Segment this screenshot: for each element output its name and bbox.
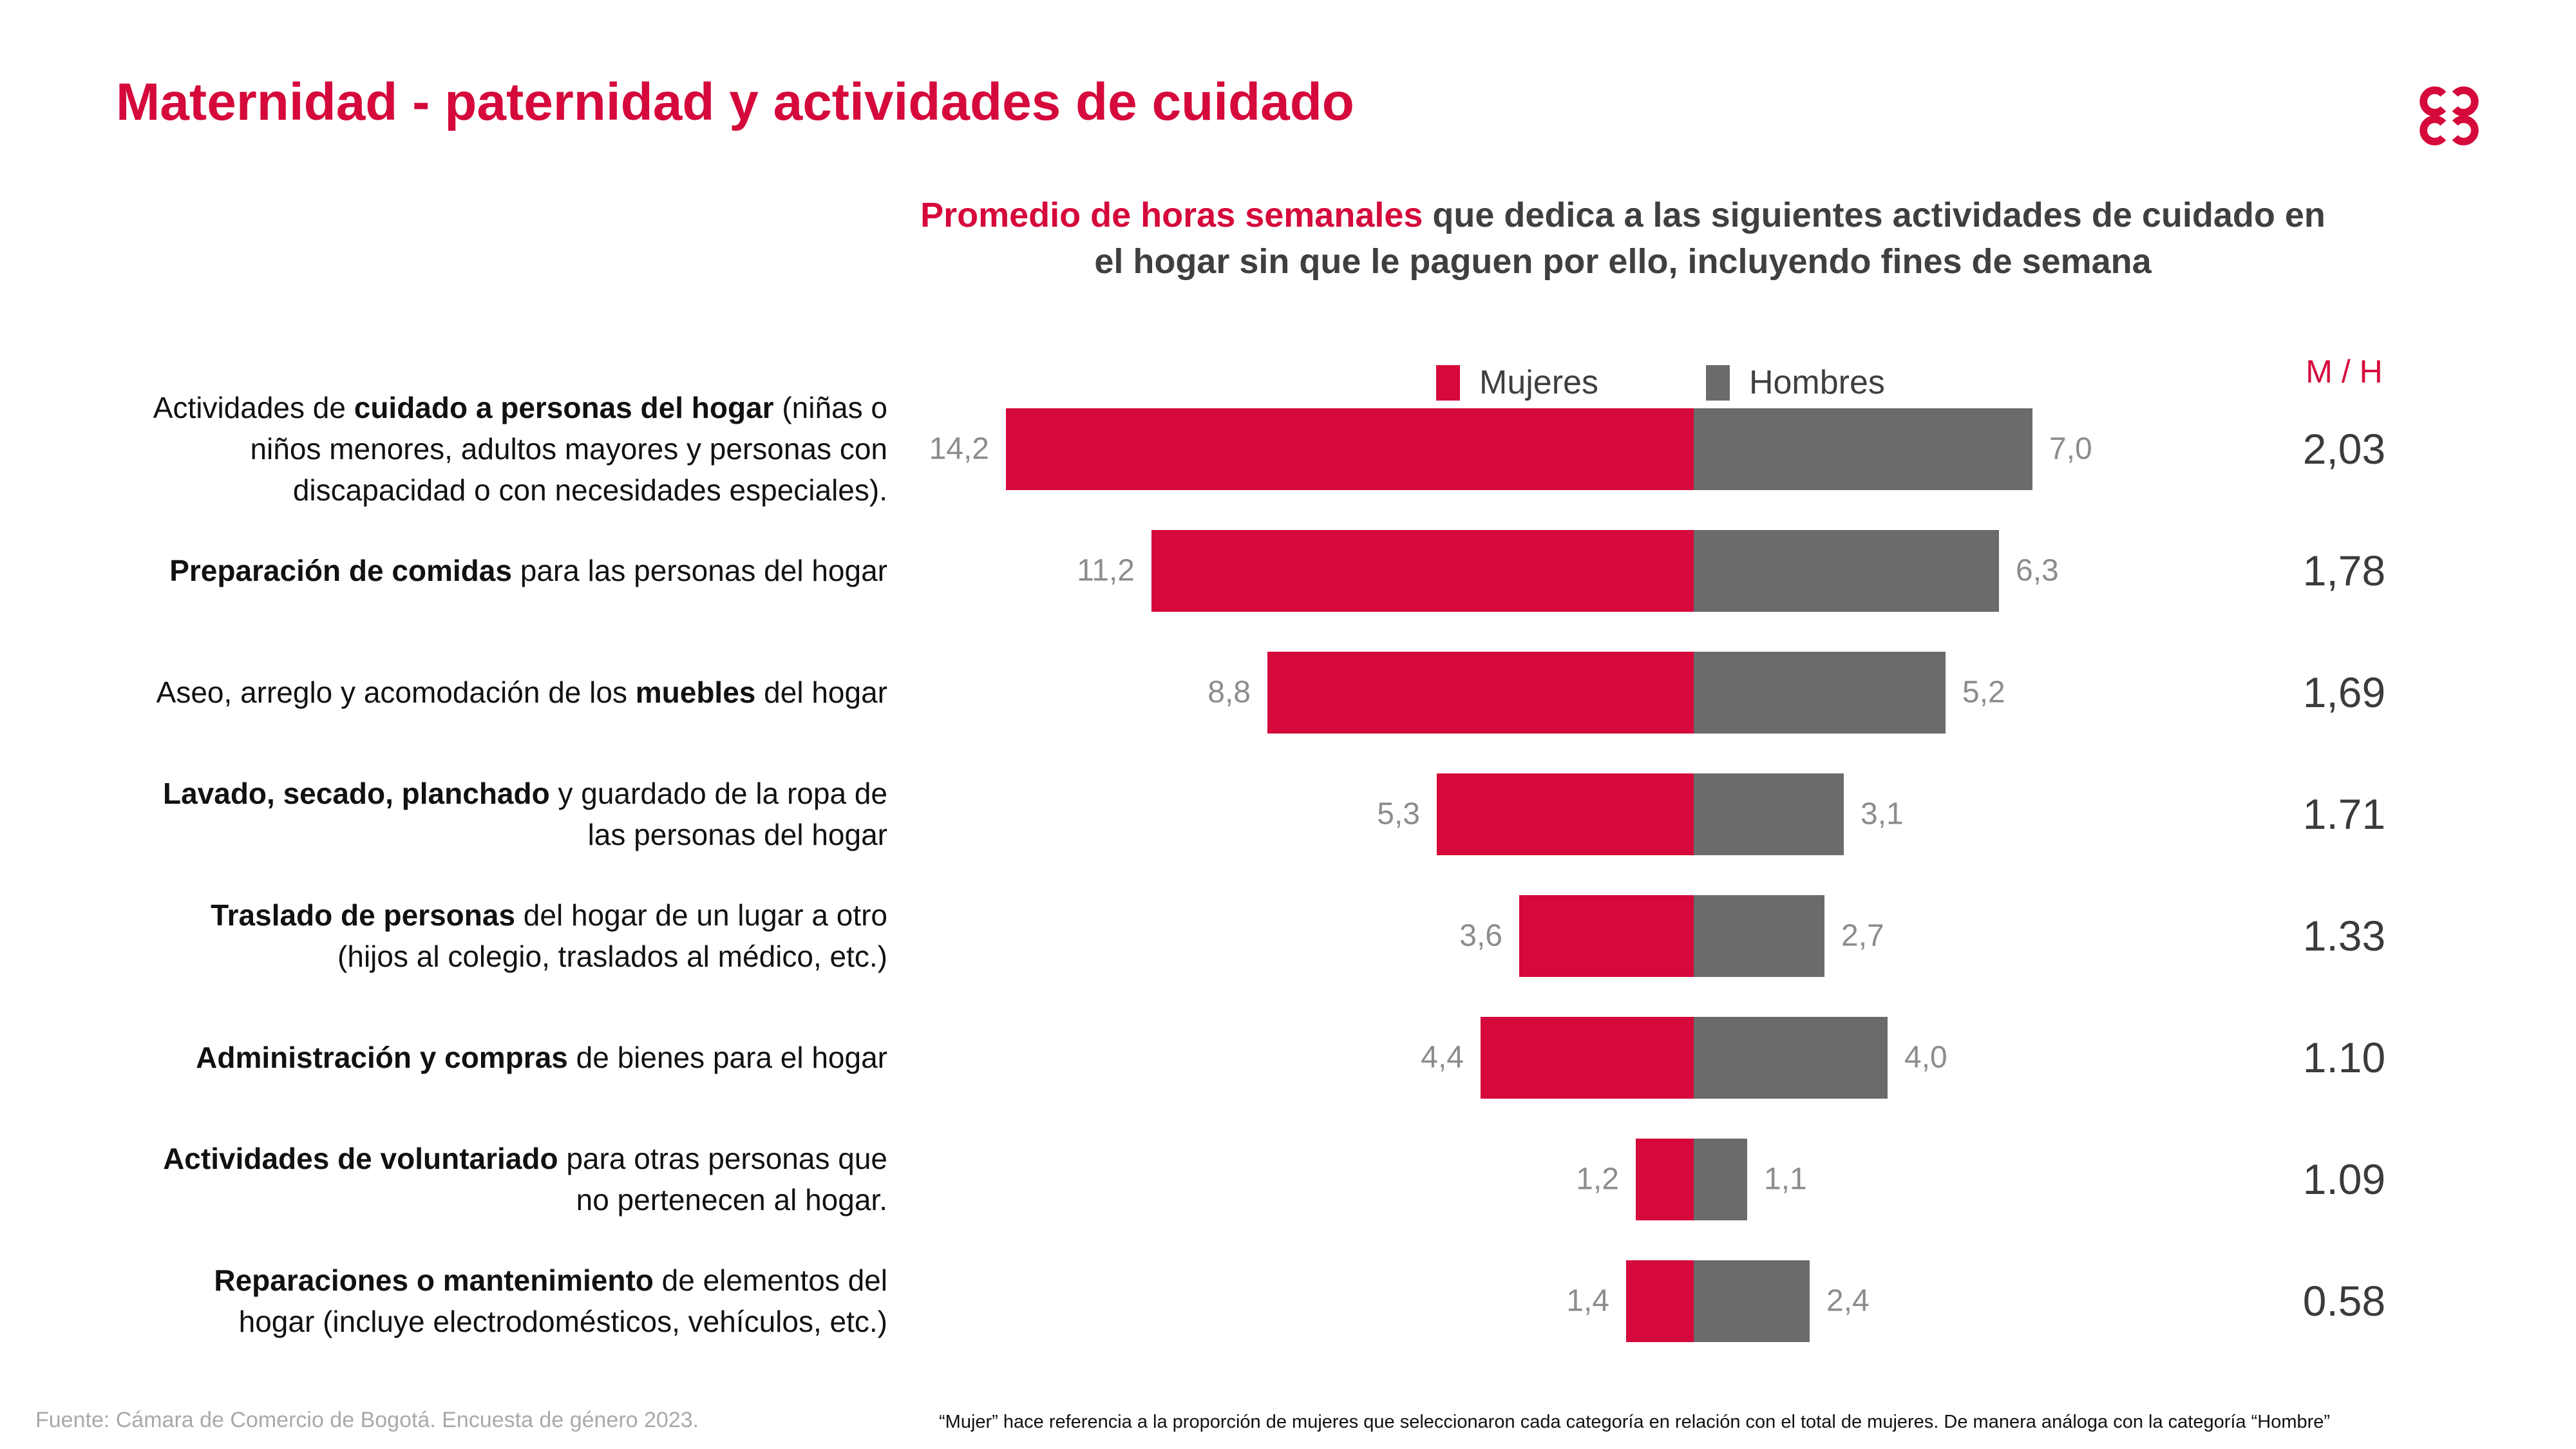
chart-row: Preparación de comidas para las personas…: [0, 529, 2576, 612]
subtitle-line-1: Promedio de horas semanales que dedica a…: [696, 192, 2550, 238]
mujeres-bar: [1519, 895, 1694, 977]
ratio-column-header: M / H: [2306, 354, 2383, 390]
subtitle-line-2: el hogar sin que le paguen por ello, inc…: [1094, 242, 2152, 281]
ratio-value: 1.71: [2302, 790, 2386, 838]
mujeres-legend-label: Mujeres: [1479, 364, 1598, 401]
definition-note: “Mujer” hace referencia a la proporción …: [939, 1412, 2331, 1432]
chart-row: Actividades de voluntariado para otras p…: [0, 1138, 2576, 1220]
hombres-bar: [1694, 1138, 1747, 1220]
category-label: Administración y compras de bienes para …: [196, 1041, 887, 1074]
category-label: Actividades de cuidado a personas del ho…: [153, 391, 887, 507]
chart-row: Lavado, secado, planchado y guardado de …: [0, 773, 2576, 855]
mujeres-value: 3,6: [1459, 918, 1502, 953]
mujeres-value: 8,8: [1208, 675, 1251, 710]
hombres-bar: [1694, 773, 1844, 855]
hombres-value: 6,3: [2016, 553, 2059, 588]
mujeres-value: 4,4: [1421, 1040, 1464, 1075]
mujeres-bar: [1481, 1016, 1694, 1099]
mujeres-legend-marker: [1436, 365, 1460, 401]
category-label: Lavado, secado, planchado y guardado de …: [162, 777, 887, 851]
chart-row: Aseo, arreglo y acomodación de los muebl…: [0, 651, 2576, 734]
hombres-value: 1,1: [1764, 1162, 1807, 1197]
ratio-value: 1,69: [2302, 668, 2386, 716]
hombres-bar: [1694, 408, 2032, 490]
hombres-legend-marker: [1705, 365, 1730, 401]
ratio-value: 0.58: [2302, 1277, 2386, 1325]
mujeres-value: 1,2: [1576, 1162, 1619, 1197]
chart-row: Administración y compras de bienes para …: [0, 1016, 2576, 1099]
hombres-value: 4,0: [1904, 1040, 1947, 1075]
mujeres-bar: [1437, 773, 1694, 855]
hombres-value: 2,4: [1826, 1283, 1870, 1318]
ccb-logo-svg: [2420, 86, 2479, 146]
mujeres-value: 11,2: [1077, 553, 1135, 588]
ratio-value: 1.33: [2302, 912, 2386, 960]
mujeres-value: 5,3: [1377, 797, 1420, 831]
ratio-value: 2,03: [2302, 425, 2386, 473]
chart-legend: Mujeres Hombres: [1436, 364, 1885, 401]
ratio-value: 1,78: [2302, 547, 2386, 594]
mujeres-bar: [1636, 1138, 1694, 1220]
chart-row: Actividades de cuidado a personas del ho…: [0, 391, 2576, 507]
mujeres-bar: [1006, 408, 1694, 490]
page-title: Maternidad - paternidad y actividades de…: [116, 73, 1354, 131]
hombres-legend-label: Hombres: [1748, 364, 1885, 401]
chart-subtitle: Promedio de horas semanales que dedica a…: [696, 192, 2550, 285]
ccb-logo-icon: [2419, 86, 2479, 146]
hombres-bar: [1694, 651, 1946, 734]
subtitle-rest: que dedica a las siguientes actividades …: [1423, 196, 2325, 234]
chart-row: Reparaciones o mantenimiento de elemento…: [0, 1260, 2576, 1342]
source-note: Fuente: Cámara de Comercio de Bogotá. En…: [35, 1408, 699, 1432]
hombres-bar: [1694, 895, 1824, 977]
hombres-bar: [1694, 1260, 1810, 1342]
hombres-value: 3,1: [1861, 797, 1904, 831]
hombres-value: 5,2: [1962, 675, 2005, 710]
mujeres-bar: [1267, 651, 1694, 734]
hombres-value: 2,7: [1841, 918, 1884, 953]
hombres-bar: [1694, 1016, 1888, 1099]
category-label: Preparación de comidas para las personas…: [169, 554, 887, 587]
hombres-value: 7,0: [2049, 431, 2092, 466]
ratio-value: 1.09: [2302, 1155, 2386, 1203]
hombres-bar: [1694, 529, 1999, 612]
mujeres-bar: [1626, 1260, 1694, 1342]
mujeres-bar: [1151, 529, 1694, 612]
category-label: Reparaciones o mantenimiento de elemento…: [214, 1264, 887, 1338]
category-label: Traslado de personas del hogar de un lug…: [211, 898, 887, 973]
ratio-value: 1.10: [2302, 1034, 2386, 1081]
category-label: Aseo, arreglo y acomodación de los muebl…: [156, 676, 887, 709]
subtitle-highlight: Promedio de horas semanales: [920, 196, 1423, 234]
mujeres-value: 14,2: [929, 431, 989, 466]
category-label: Actividades de voluntariado para otras p…: [163, 1142, 887, 1217]
chart-row: Traslado de personas del hogar de un lug…: [0, 895, 2576, 977]
mujeres-value: 1,4: [1566, 1283, 1609, 1318]
